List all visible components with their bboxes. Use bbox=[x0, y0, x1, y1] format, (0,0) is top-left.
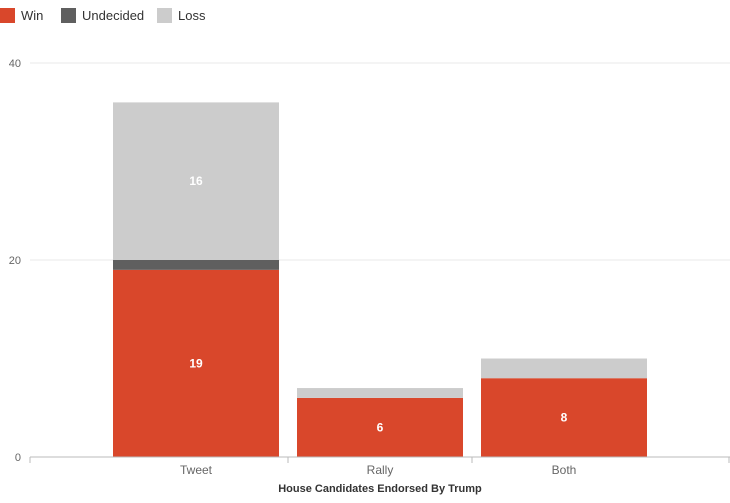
data-label: 16 bbox=[189, 174, 203, 188]
legend-swatch-loss bbox=[157, 8, 172, 23]
bar-win-both bbox=[481, 378, 647, 457]
legend-swatch-undecided bbox=[61, 8, 76, 23]
x-axis-title: House Candidates Endorsed By Trump bbox=[278, 483, 482, 495]
legend-label-undecided: Undecided bbox=[82, 8, 144, 23]
y-tick-label: 20 bbox=[9, 255, 21, 267]
x-tick-label: Rally bbox=[367, 463, 394, 477]
bar-win-tweet bbox=[113, 269, 279, 457]
y-tick-label: 0 bbox=[15, 452, 21, 464]
x-tick-label: Tweet bbox=[180, 463, 213, 477]
legend-label-loss: Loss bbox=[178, 8, 206, 23]
bar-loss-both bbox=[481, 358, 647, 379]
bar-loss-tweet bbox=[113, 102, 279, 261]
bars bbox=[113, 102, 647, 457]
data-label: 19 bbox=[189, 356, 203, 370]
bar-win-rally bbox=[297, 397, 463, 457]
bar-loss-rally bbox=[297, 388, 463, 398]
y-tick-label: 40 bbox=[9, 58, 21, 70]
legend-swatch-win bbox=[0, 8, 15, 23]
data-label: 6 bbox=[377, 420, 384, 434]
x-tick-label: Both bbox=[552, 463, 577, 477]
x-axis: Tweet Rally Both bbox=[29, 456, 730, 477]
legend: Win Undecided Loss bbox=[0, 8, 206, 23]
data-labels: 19 16 6 8 bbox=[189, 174, 567, 434]
y-axis-ticks: 0 20 40 bbox=[9, 58, 21, 464]
data-label: 8 bbox=[561, 411, 568, 425]
bar-undecided-tweet bbox=[113, 260, 279, 270]
legend-label-win: Win bbox=[21, 8, 43, 23]
